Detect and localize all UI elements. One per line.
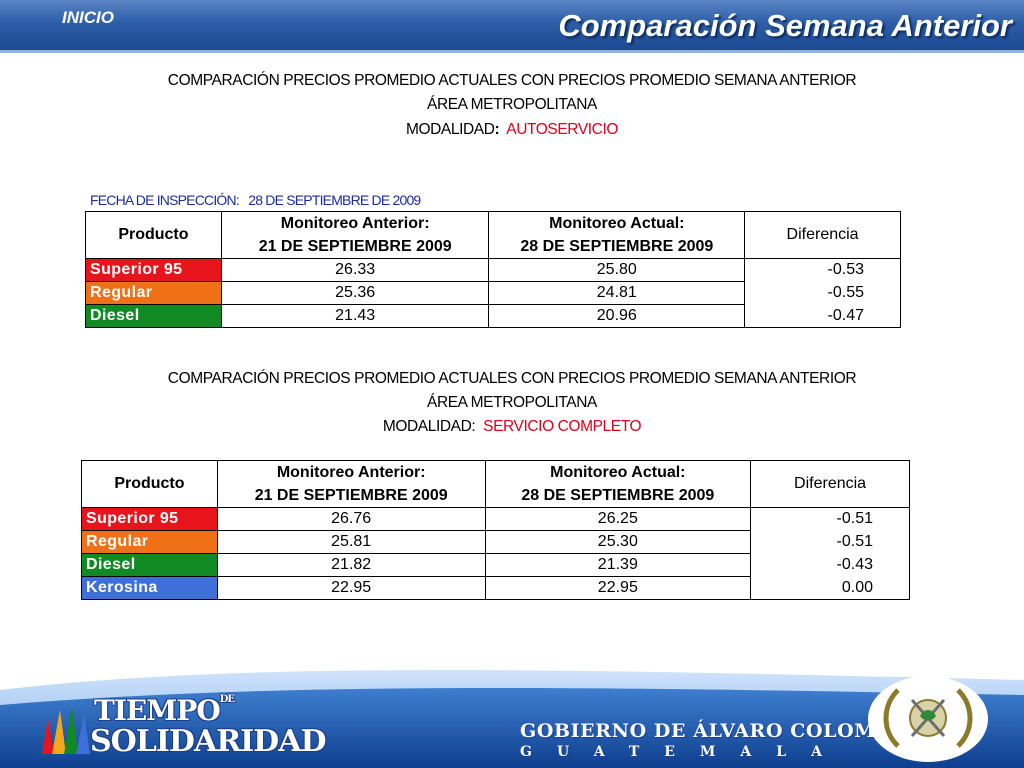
product-superior95: Superior 95: [85, 258, 222, 282]
section1-heading-line2: ÁREA METROPOLITANA: [427, 96, 597, 113]
gobierno-line2: GUATEMALA: [520, 744, 847, 760]
product-kerosina: Kerosina: [81, 576, 218, 600]
diferencia-value: -0.55: [744, 281, 901, 305]
hands-icon: [42, 706, 90, 754]
coat-of-arms-icon: [883, 688, 973, 748]
product-regular: Regular: [81, 530, 218, 554]
page-title: Comparación Semana Anterior: [558, 8, 1012, 43]
header-bar: INICIO Comparación Semana Anterior: [0, 0, 1024, 50]
table-row: Regular 25.81 25.30 -0.51: [81, 530, 910, 554]
anterior-value: 26.76: [216, 507, 486, 531]
col-header-actual: Monitoreo Actual:: [484, 460, 752, 484]
price-table-servicio-completo: Producto Monitoreo Anterior: Monitoreo A…: [81, 460, 910, 600]
product-regular: Regular: [85, 281, 222, 305]
diferencia-value: -0.51: [750, 530, 910, 554]
col-header-diferencia: Diferencia: [744, 211, 901, 259]
actual-value: 20.96: [488, 304, 746, 328]
anterior-value: 21.82: [216, 553, 486, 577]
diferencia-value: 0.00: [750, 576, 910, 600]
anterior-value: 26.33: [220, 258, 490, 282]
col-header-producto: Producto: [81, 460, 218, 508]
header-divider: [0, 50, 1024, 53]
modalidad-colon: :: [494, 121, 500, 138]
section2-heading-line2: ÁREA METROPOLITANA: [427, 394, 597, 411]
table-header-row-2: 21 DE SEPTIEMBRE 2009 28 DE SEPTIEMBRE 2…: [86, 235, 901, 259]
section1-heading-line1: COMPARACIÓN PRECIOS PROMEDIO ACTUALES CO…: [167, 72, 857, 89]
table-header-row: Producto Monitoreo Anterior: Monitoreo A…: [81, 460, 910, 508]
logo-text-solidaridad: SOLIDARIDAD: [90, 724, 326, 759]
gobierno-line1: GOBIERNO DE ÁLVARO COLOM: [520, 720, 876, 742]
table-row: Superior 95 26.76 26.25 -0.51: [81, 507, 910, 531]
col-header-anterior-date: 21 DE SEPTIEMBRE 2009: [216, 484, 486, 508]
col-header-actual-date: 28 DE SEPTIEMBRE 2009: [488, 235, 746, 259]
actual-value: 22.95: [484, 576, 752, 600]
section1-modalidad: MODALIDAD: AUTOSERVICIO: [0, 121, 1024, 139]
actual-value: 24.81: [488, 281, 746, 305]
table-row: Regular 25.36 24.81 -0.55: [85, 281, 901, 305]
logo-text-tiempo: TIEMPODE: [94, 694, 235, 727]
table-row: Superior 95 26.33 25.80 -0.53: [85, 258, 901, 282]
table-header-row: Producto Monitoreo Anterior: Monitoreo A…: [85, 211, 901, 259]
table-row: Diesel 21.43 20.96 -0.47: [85, 304, 901, 328]
inicio-link[interactable]: INICIO: [62, 8, 114, 27]
col-header-actual: Monitoreo Actual:: [488, 211, 746, 235]
modalidad-label: MODALIDAD:: [382, 418, 476, 435]
fecha-inspeccion: FECHA DE INSPECCIÓN: 28 DE SEPTIEMBRE DE…: [90, 192, 421, 208]
fecha-value: 28 DE SEPTIEMBRE DE 2009: [248, 192, 421, 208]
col-header-producto: Producto: [85, 211, 222, 259]
product-superior95: Superior 95: [81, 507, 218, 531]
fecha-label: FECHA DE INSPECCIÓN:: [90, 192, 240, 208]
modalidad-value: AUTOSERVICIO: [506, 121, 619, 138]
anterior-value: 25.36: [220, 281, 490, 305]
anterior-value: 21.43: [220, 304, 490, 328]
price-table-autoservicio: Producto Monitoreo Anterior: Monitoreo A…: [85, 211, 901, 328]
diferencia-value: -0.51: [750, 507, 910, 531]
col-header-actual-date: 28 DE SEPTIEMBRE 2009: [484, 484, 752, 508]
table-row: Diesel 21.82 21.39 -0.43: [81, 553, 910, 577]
anterior-value: 25.81: [216, 530, 486, 554]
tiempo-solidaridad-logo: TIEMPODE SOLIDARIDAD: [34, 690, 326, 760]
col-header-anterior: Monitoreo Anterior:: [216, 460, 486, 484]
footer-wave: [0, 670, 1024, 768]
product-diesel: Diesel: [81, 553, 218, 577]
section2-heading-line1: COMPARACIÓN PRECIOS PROMEDIO ACTUALES CO…: [167, 370, 857, 387]
col-header-diferencia: Diferencia: [750, 460, 910, 508]
col-header-anterior-date: 21 DE SEPTIEMBRE 2009: [220, 235, 490, 259]
col-header-anterior: Monitoreo Anterior:: [220, 211, 490, 235]
diferencia-value: -0.47: [744, 304, 901, 328]
table-row: Kerosina 22.95 22.95 0.00: [81, 576, 910, 600]
actual-value: 26.25: [484, 507, 752, 531]
modalidad-value: SERVICIO COMPLETO: [483, 418, 642, 435]
product-diesel: Diesel: [85, 304, 222, 328]
actual-value: 21.39: [484, 553, 752, 577]
actual-value: 25.80: [488, 258, 746, 282]
section2-modalidad: MODALIDAD: SERVICIO COMPLETO: [0, 418, 1024, 436]
diferencia-value: -0.53: [744, 258, 901, 282]
actual-value: 25.30: [484, 530, 752, 554]
modalidad-label: MODALIDAD: [405, 121, 495, 138]
coat-of-arms-emblem: [868, 676, 988, 762]
anterior-value: 22.95: [216, 576, 486, 600]
diferencia-value: -0.43: [750, 553, 910, 577]
gobierno-logo: GOBIERNO DE ÁLVARO COLOM GUATEMALA: [520, 720, 876, 760]
